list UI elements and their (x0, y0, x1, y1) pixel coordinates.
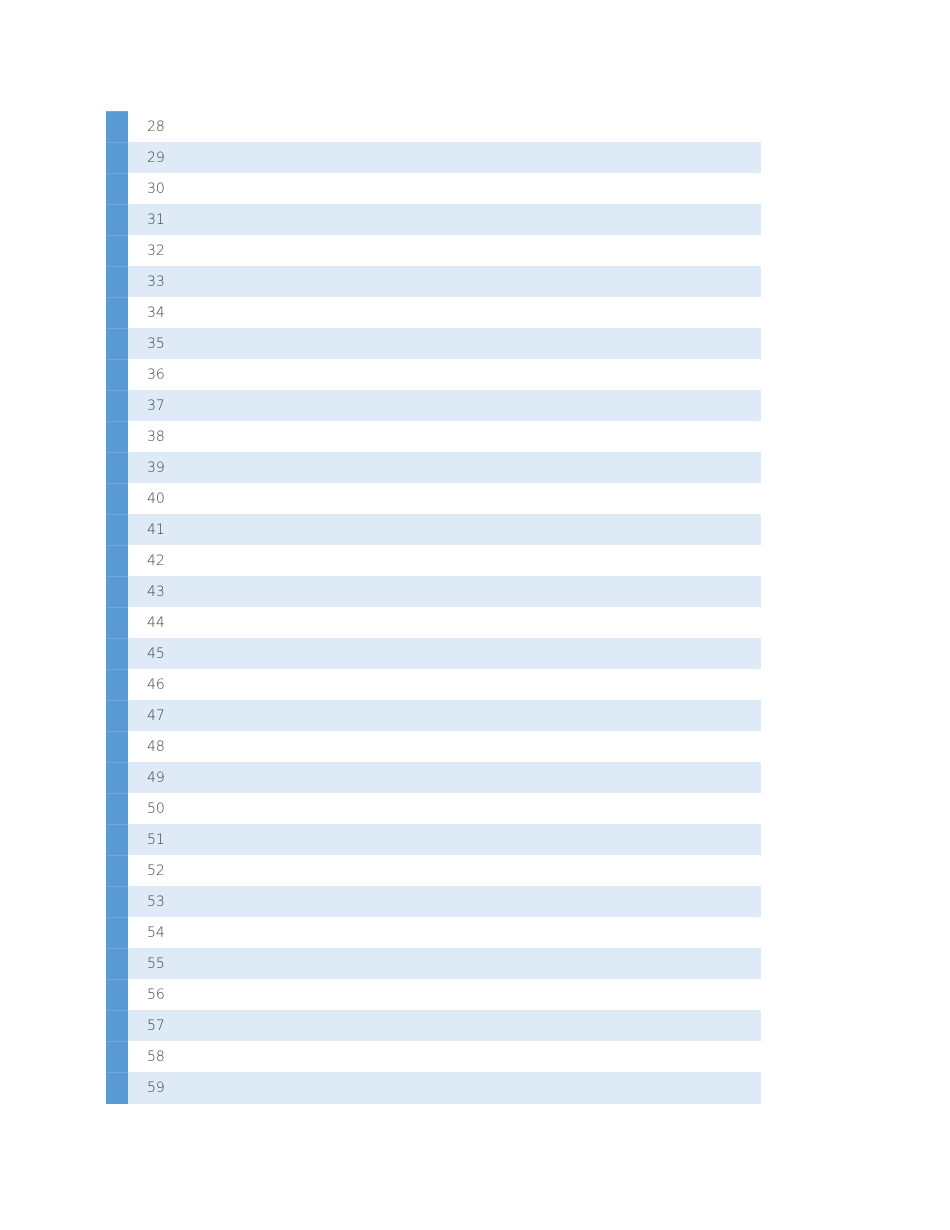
row-number: 29 (128, 142, 761, 174)
table-row: 40 (106, 483, 761, 515)
row-marker (106, 111, 128, 143)
table-row: 43 (106, 576, 761, 608)
table-row: 46 (106, 669, 761, 701)
table-row: 47 (106, 700, 761, 732)
row-number: 40 (147, 490, 165, 507)
table-row: 32 (106, 235, 761, 267)
row-number: 36 (147, 366, 165, 383)
row-marker (106, 948, 128, 980)
table-row: 59 (106, 1072, 761, 1104)
table-row: 48 (106, 731, 761, 763)
table-row: 49 (106, 762, 761, 794)
table-row: 58 (106, 1041, 761, 1073)
row-number: 31 (128, 204, 761, 236)
row-marker (106, 1010, 128, 1042)
table-row: 54 (106, 917, 761, 949)
row-number: 54 (147, 924, 165, 941)
row-marker (106, 607, 128, 639)
table-row: 44 (106, 607, 761, 639)
table-row: 37 (106, 390, 761, 422)
row-marker (106, 824, 128, 856)
row-number: 47 (128, 700, 761, 732)
row-marker (106, 359, 128, 391)
row-marker (106, 762, 128, 794)
row-marker (106, 1072, 128, 1104)
row-number: 39 (128, 452, 761, 484)
row-marker (106, 142, 128, 174)
table-row: 41 (106, 514, 761, 546)
table-row: 36 (106, 359, 761, 391)
row-number: 32 (147, 242, 165, 259)
row-number: 51 (128, 824, 761, 856)
row-number: 49 (128, 762, 761, 794)
row-number: 41 (128, 514, 761, 546)
table-row: 42 (106, 545, 761, 577)
row-marker (106, 979, 128, 1011)
row-marker (106, 545, 128, 577)
table-row: 30 (106, 173, 761, 205)
row-marker (106, 328, 128, 360)
row-marker (106, 731, 128, 763)
row-number: 55 (128, 948, 761, 980)
table-row: 52 (106, 855, 761, 887)
row-number: 57 (128, 1010, 761, 1042)
row-number: 43 (128, 576, 761, 608)
row-number: 53 (128, 886, 761, 918)
row-marker (106, 917, 128, 949)
table-row: 38 (106, 421, 761, 453)
row-marker (106, 297, 128, 329)
row-marker (106, 204, 128, 236)
row-marker (106, 1041, 128, 1073)
table-row: 56 (106, 979, 761, 1011)
row-number: 30 (147, 180, 165, 197)
row-marker (106, 483, 128, 515)
row-marker (106, 669, 128, 701)
table-row: 39 (106, 452, 761, 484)
table-row: 34 (106, 297, 761, 329)
row-number: 33 (128, 266, 761, 298)
row-marker (106, 452, 128, 484)
row-number: 58 (147, 1048, 165, 1065)
table-row: 31 (106, 204, 761, 236)
row-number: 34 (147, 304, 165, 321)
row-number: 46 (147, 676, 165, 693)
row-marker (106, 855, 128, 887)
row-number: 38 (147, 428, 165, 445)
row-marker (106, 886, 128, 918)
row-marker (106, 638, 128, 670)
row-number: 48 (147, 738, 165, 755)
table-row: 50 (106, 793, 761, 825)
row-marker (106, 390, 128, 422)
row-number: 42 (147, 552, 165, 569)
numbered-table: 28 29 30 31 32 33 34 35 36 37 38 39 40 41 42 43 44 45 46 47… (106, 111, 761, 1104)
table-row: 53 (106, 886, 761, 918)
row-marker (106, 266, 128, 298)
row-number: 44 (147, 614, 165, 631)
row-marker (106, 793, 128, 825)
table-row: 29 (106, 142, 761, 174)
row-marker (106, 173, 128, 205)
row-marker (106, 576, 128, 608)
row-number: 28 (147, 118, 165, 135)
row-marker (106, 421, 128, 453)
table-row: 55 (106, 948, 761, 980)
row-marker (106, 235, 128, 267)
table-row: 57 (106, 1010, 761, 1042)
row-marker (106, 700, 128, 732)
table-row: 28 (106, 111, 761, 143)
table-row: 45 (106, 638, 761, 670)
row-marker (106, 514, 128, 546)
row-number: 59 (128, 1072, 761, 1104)
row-number: 45 (128, 638, 761, 670)
table-row: 33 (106, 266, 761, 298)
row-number: 35 (128, 328, 761, 360)
row-number: 56 (147, 986, 165, 1003)
table-row: 35 (106, 328, 761, 360)
row-number: 52 (147, 862, 165, 879)
row-number: 37 (128, 390, 761, 422)
row-number: 50 (147, 800, 165, 817)
table-row: 51 (106, 824, 761, 856)
